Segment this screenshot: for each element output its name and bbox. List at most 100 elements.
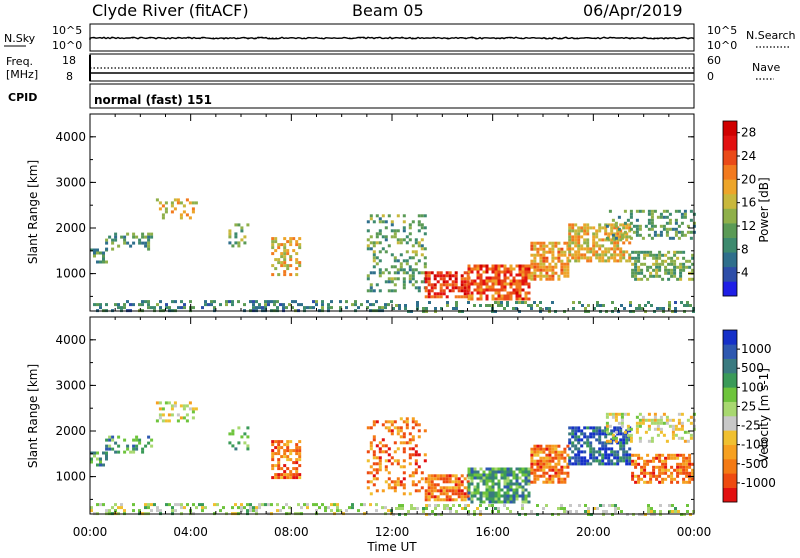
data-cell	[583, 426, 587, 430]
data-cell	[132, 447, 136, 451]
data-cell	[602, 510, 605, 513]
data-cell	[679, 265, 683, 269]
data-cell	[291, 300, 294, 304]
data-cell	[676, 250, 680, 254]
data-cell	[393, 486, 397, 490]
data-cell	[539, 459, 543, 463]
data-cell	[402, 280, 406, 284]
data-cell	[93, 251, 96, 255]
data-cell	[135, 444, 139, 448]
data-cell	[527, 491, 531, 495]
data-cell	[398, 307, 401, 310]
data-cell	[289, 452, 293, 456]
data-cell	[283, 464, 287, 468]
data-cell	[506, 497, 510, 501]
data-cell	[634, 465, 638, 469]
data-cell	[463, 277, 467, 281]
data-cell	[258, 303, 261, 307]
data-cell	[295, 467, 299, 471]
data-cell	[625, 432, 629, 436]
data-cell	[158, 416, 162, 420]
data-cell	[183, 306, 186, 310]
data-cell	[683, 304, 686, 307]
data-cell	[273, 300, 276, 304]
data-cell	[551, 271, 555, 275]
data-cell	[399, 429, 403, 433]
data-cell	[408, 474, 412, 478]
data-cell	[467, 473, 471, 477]
data-cell	[607, 238, 611, 242]
data-cell	[494, 297, 498, 301]
data-cell	[390, 462, 394, 466]
data-cell	[170, 210, 174, 214]
data-cell	[164, 201, 168, 205]
data-cell	[658, 465, 662, 469]
data-cell	[601, 226, 605, 230]
data-cell	[551, 241, 555, 245]
data-cell	[634, 462, 638, 466]
data-cell	[433, 295, 437, 299]
data-cell	[454, 492, 458, 496]
data-cell	[210, 300, 213, 304]
data-cell	[659, 504, 662, 507]
data-cell	[557, 256, 561, 260]
data-cell	[638, 439, 642, 443]
data-cell	[390, 420, 394, 424]
data-cell	[485, 270, 489, 274]
data-cell	[626, 424, 630, 428]
data-cell	[610, 256, 614, 260]
data-cell	[411, 283, 415, 287]
data-cell	[661, 480, 665, 484]
data-cell	[515, 485, 519, 489]
data-cell	[628, 259, 632, 263]
data-cell	[497, 467, 501, 471]
data-cell	[105, 454, 108, 458]
data-cell	[583, 232, 587, 236]
data-cell	[551, 456, 555, 460]
data-cell	[216, 503, 219, 507]
data-cell	[658, 468, 662, 472]
data-cell	[577, 447, 581, 451]
data-cell	[488, 473, 492, 477]
data-cell	[575, 510, 578, 513]
data-cell	[427, 477, 431, 481]
data-cell	[408, 265, 412, 269]
data-cell	[616, 229, 620, 233]
data-cell	[631, 271, 635, 275]
data-cell	[457, 495, 461, 499]
data-cell	[658, 262, 662, 266]
data-cell	[185, 213, 189, 217]
data-cell	[463, 286, 467, 290]
data-cell	[267, 303, 270, 307]
data-cell	[390, 456, 394, 460]
data-cell	[503, 279, 507, 283]
data-cell	[174, 503, 177, 507]
data-cell	[560, 504, 563, 507]
data-cell	[309, 306, 312, 310]
data-cell	[521, 288, 525, 292]
data-cell	[439, 286, 443, 290]
data-cell	[168, 503, 171, 507]
data-cell	[298, 261, 302, 265]
data-cell	[637, 271, 641, 275]
data-cell	[595, 253, 599, 257]
data-cell	[436, 483, 440, 487]
data-cell	[159, 509, 162, 513]
data-cell	[610, 229, 614, 233]
data-cell	[442, 477, 446, 481]
data-cell	[336, 503, 339, 507]
data-cell	[467, 497, 471, 501]
data-cell	[628, 435, 632, 439]
data-cell	[607, 232, 611, 236]
data-cell	[482, 282, 486, 286]
data-cell	[283, 476, 287, 480]
data-cell	[96, 248, 99, 252]
data-cell	[661, 459, 665, 463]
data-cell	[467, 482, 471, 486]
data-cell	[674, 221, 678, 225]
data-cell	[536, 453, 540, 457]
data-cell	[598, 238, 602, 242]
data-cell	[375, 468, 379, 472]
data-cell	[628, 241, 632, 245]
data-cell	[521, 467, 525, 471]
